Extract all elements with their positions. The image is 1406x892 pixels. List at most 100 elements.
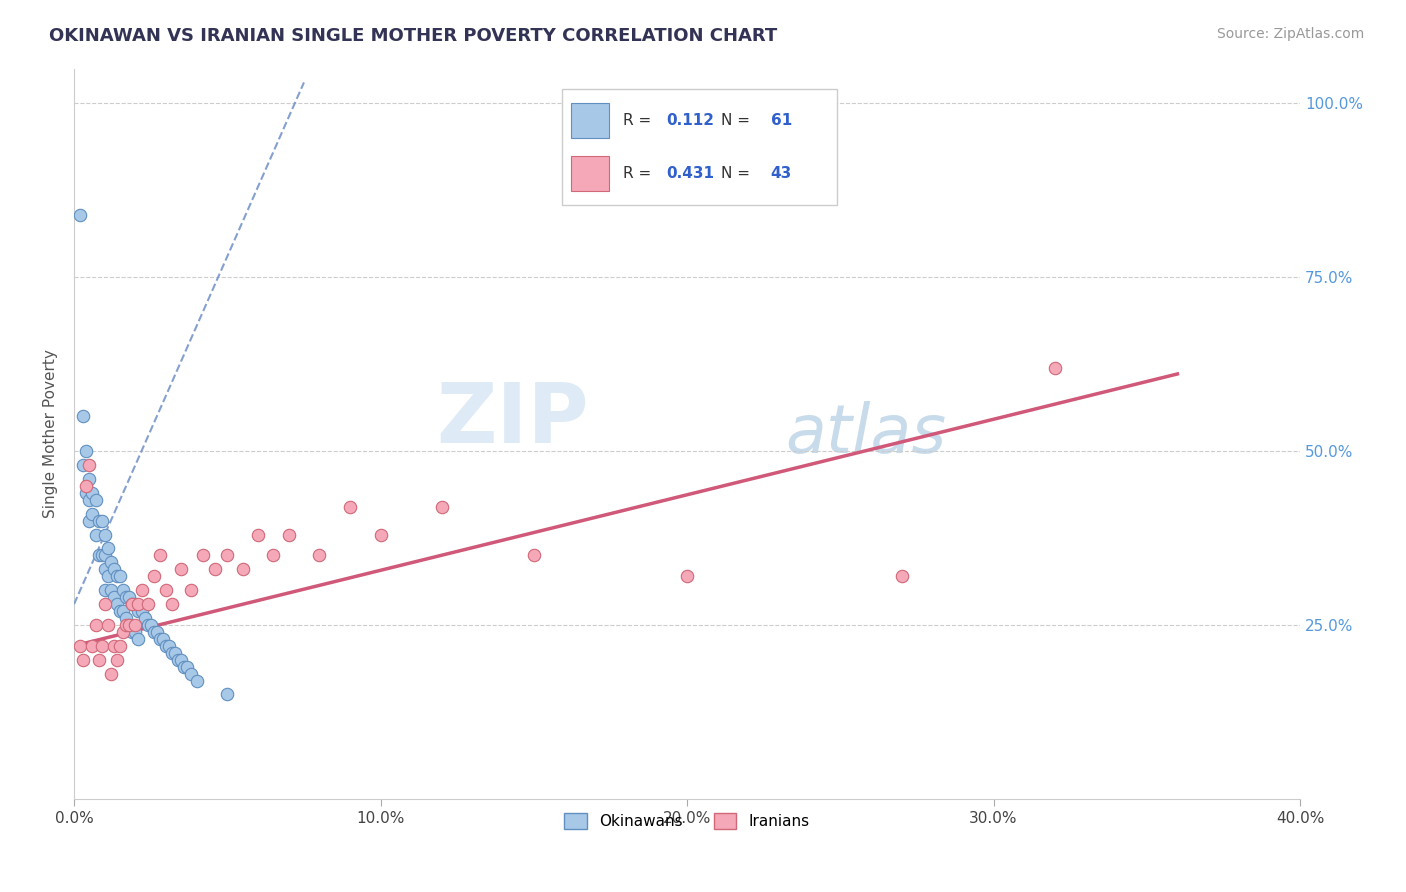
Text: Source: ZipAtlas.com: Source: ZipAtlas.com: [1216, 27, 1364, 41]
Point: [84, 527, 107, 541]
Point: [246, 527, 269, 541]
Point: [103, 590, 125, 604]
Point: [72, 409, 94, 424]
Text: R =: R =: [623, 113, 651, 128]
Point: [430, 500, 453, 514]
Point: [82, 485, 104, 500]
Point: [152, 632, 174, 646]
Point: [136, 618, 159, 632]
Point: [180, 666, 202, 681]
Point: [93, 562, 115, 576]
Point: [157, 639, 180, 653]
Point: [75, 485, 97, 500]
Point: [232, 562, 254, 576]
Text: atlas: atlas: [785, 401, 946, 467]
Point: [139, 618, 162, 632]
Point: [97, 569, 120, 583]
Point: [180, 583, 202, 598]
Point: [105, 569, 128, 583]
Point: [84, 492, 107, 507]
Y-axis label: Single Mother Poverty: Single Mother Poverty: [44, 350, 58, 518]
Point: [131, 583, 153, 598]
Point: [93, 597, 115, 611]
Point: [155, 583, 177, 598]
Point: [93, 527, 115, 541]
Text: 0.431: 0.431: [666, 166, 714, 181]
Point: [217, 688, 239, 702]
Point: [676, 569, 699, 583]
Point: [118, 590, 141, 604]
Point: [523, 549, 546, 563]
Point: [155, 639, 177, 653]
Point: [75, 479, 97, 493]
Point: [75, 444, 97, 458]
Point: [173, 659, 195, 673]
Point: [82, 507, 104, 521]
Text: 0.112: 0.112: [666, 113, 714, 128]
Point: [82, 639, 104, 653]
Point: [79, 514, 101, 528]
Point: [87, 653, 110, 667]
Point: [118, 618, 141, 632]
Point: [191, 549, 214, 563]
FancyBboxPatch shape: [571, 156, 609, 191]
Point: [100, 555, 122, 569]
Point: [217, 549, 239, 563]
Text: ZIP: ZIP: [436, 378, 589, 459]
Point: [339, 500, 361, 514]
Point: [90, 514, 112, 528]
Point: [204, 562, 226, 576]
Point: [97, 618, 120, 632]
Point: [90, 639, 112, 653]
Point: [108, 604, 131, 618]
Point: [69, 639, 91, 653]
Point: [79, 458, 101, 472]
Text: R =: R =: [623, 166, 651, 181]
Point: [160, 597, 183, 611]
Point: [160, 646, 183, 660]
Point: [72, 458, 94, 472]
Point: [167, 653, 190, 667]
Text: N =: N =: [721, 113, 751, 128]
Text: N =: N =: [721, 166, 751, 181]
Point: [84, 618, 107, 632]
Legend: Okinawans, Iranians: Okinawans, Iranians: [558, 806, 815, 835]
Point: [87, 514, 110, 528]
Point: [149, 632, 172, 646]
Point: [186, 673, 208, 688]
Point: [108, 569, 131, 583]
Point: [108, 639, 131, 653]
Point: [124, 618, 146, 632]
Text: 43: 43: [770, 166, 792, 181]
Point: [131, 604, 153, 618]
Point: [136, 597, 159, 611]
FancyBboxPatch shape: [571, 103, 609, 138]
Point: [79, 472, 101, 486]
Point: [112, 583, 135, 598]
Point: [93, 583, 115, 598]
Point: [115, 611, 138, 625]
Point: [176, 659, 198, 673]
Point: [87, 549, 110, 563]
Point: [121, 597, 143, 611]
Point: [69, 208, 91, 222]
Point: [115, 590, 138, 604]
Point: [149, 549, 172, 563]
Point: [127, 597, 149, 611]
Point: [127, 632, 149, 646]
Point: [105, 653, 128, 667]
Point: [100, 666, 122, 681]
Point: [262, 549, 284, 563]
Point: [134, 611, 156, 625]
Point: [146, 624, 169, 639]
Point: [277, 527, 299, 541]
Point: [103, 639, 125, 653]
Point: [308, 549, 330, 563]
Point: [93, 549, 115, 563]
Point: [124, 624, 146, 639]
Point: [118, 618, 141, 632]
Point: [370, 527, 392, 541]
Point: [170, 653, 193, 667]
Point: [105, 597, 128, 611]
Point: [142, 624, 165, 639]
